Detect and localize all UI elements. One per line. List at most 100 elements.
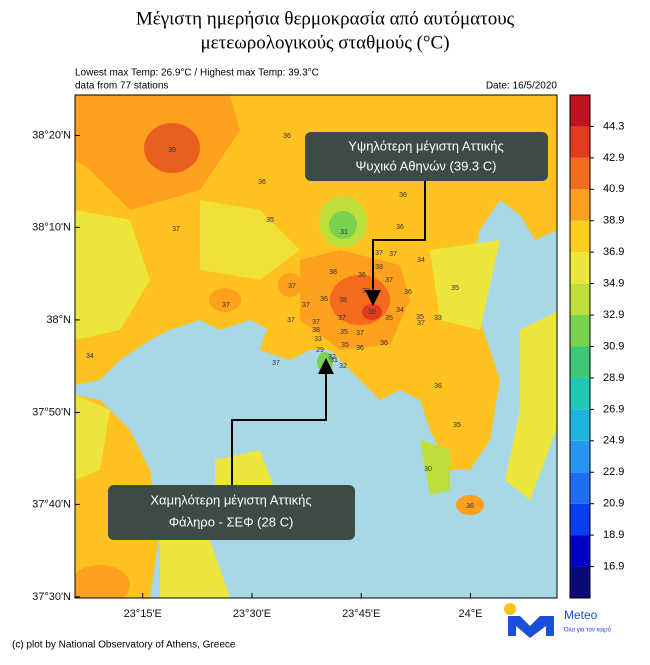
logo-text: Meteo <box>564 608 598 622</box>
station-value: 36 <box>404 289 412 296</box>
lat-label: 38°10'N <box>32 221 71 233</box>
title: μετεωρολογικούς σταθμούς (°C) <box>200 32 449 53</box>
station-value: 32 <box>339 363 347 370</box>
lon-label: 23°15'E <box>124 608 162 620</box>
station-value: 38 <box>339 297 347 304</box>
colorbar-label: 26.9 <box>603 403 624 415</box>
lat-label: 37°40'N <box>32 498 71 510</box>
station-value: 35 <box>453 422 461 429</box>
logo-dot <box>504 603 516 615</box>
colorbar-band <box>570 95 590 127</box>
station-value: 36 <box>283 133 291 140</box>
lon-label: 24°E <box>458 608 482 620</box>
colorbar-band <box>570 315 590 347</box>
lon-label: 23°45'E <box>342 608 380 620</box>
colorbar-label: 18.9 <box>603 529 624 541</box>
colorbar-label: 32.9 <box>603 309 624 321</box>
arrow <box>365 181 426 306</box>
colorbar-band <box>570 346 590 378</box>
colorbar-label: 36.9 <box>603 246 624 258</box>
colorbar-band <box>570 535 590 567</box>
station-value: 37 <box>417 320 425 327</box>
station-value: 37 <box>356 330 364 337</box>
colorbar-label: 42.9 <box>603 152 624 164</box>
colorbar-label: 40.9 <box>603 183 624 195</box>
station-value: 34 <box>417 257 425 264</box>
lon-label: 23°30'E <box>233 608 271 620</box>
colorbar-label: 22.9 <box>603 466 624 478</box>
colorbar-band <box>570 503 590 536</box>
map-frame <box>74 94 558 599</box>
station-value: 31 <box>340 229 348 236</box>
colorbar-band <box>570 472 590 504</box>
station-value: 37 <box>302 302 310 309</box>
colorbar-band <box>570 566 590 598</box>
station-value: 36 <box>380 340 388 347</box>
colorbar-label: 20.9 <box>603 498 624 510</box>
station-value: 37 <box>288 283 296 290</box>
station-value: 35 <box>341 342 349 349</box>
colorbar-label: 44.3 <box>603 120 624 132</box>
station-value: 33 <box>434 315 442 322</box>
station-value: 38 <box>375 264 383 271</box>
colorbar-band <box>570 157 590 190</box>
station-value: 37 <box>338 315 346 322</box>
station-value: 37 <box>389 251 397 258</box>
annotation-box <box>108 485 355 540</box>
station-value: 35 <box>266 217 274 224</box>
station-value: 37 <box>287 317 295 324</box>
station-value: 39 <box>168 147 176 154</box>
colorbar-band <box>570 189 590 221</box>
stations-note: data from 77 stations <box>75 81 168 92</box>
colorbar-label: 28.9 <box>603 372 624 384</box>
colorbar-label: 38.9 <box>603 215 624 227</box>
colorbar-band <box>570 409 590 441</box>
colorbar-label: 16.9 <box>603 560 624 572</box>
lat-label: 37°50'N <box>32 406 71 418</box>
station-value: 35 <box>340 329 348 336</box>
colorbar-band <box>570 220 590 253</box>
station-value: 36 <box>396 224 404 231</box>
station-value: 34 <box>396 307 404 314</box>
station-value: 35 <box>451 285 459 292</box>
annotation-box <box>305 132 548 181</box>
credit: (c) plot by National Observatory of Athe… <box>12 640 236 651</box>
station-value: 36 <box>258 179 266 186</box>
colorbar-band <box>570 377 590 410</box>
station-value: 31 <box>330 357 338 364</box>
station-value: 37 <box>222 302 230 309</box>
station-value: 30 <box>424 466 432 473</box>
arrow <box>231 358 334 485</box>
station-value: 33 <box>314 336 322 343</box>
annotation: Χαμηλότερη μέγιστη Αττικής <box>150 492 311 507</box>
title: Μέγιστη ημερήσια θερμοκρασία από αυτόματ… <box>136 8 515 29</box>
date: Date: 16/5/2020 <box>486 81 558 92</box>
colorbar-band <box>570 283 590 316</box>
stats: Lowest max Temp: 26.9°C / Highest max Te… <box>75 68 319 79</box>
station-value: 38 <box>329 269 337 276</box>
station-value: 37 <box>385 277 393 284</box>
station-value: 36 <box>466 503 474 510</box>
colorbar-label: 30.9 <box>603 340 624 352</box>
station-value: 39 <box>368 309 376 316</box>
station-value: 36 <box>320 296 328 303</box>
station-value: 35 <box>416 314 424 321</box>
station-value: 34 <box>86 353 94 360</box>
station-value: 37 <box>312 319 320 326</box>
colorbar-band <box>570 252 590 284</box>
station-value: 29 <box>316 347 324 354</box>
colorbar-label: 34.9 <box>603 278 624 290</box>
annotation: Υψηλότερη μέγιστη Αττικής <box>348 138 503 153</box>
lat-label: 38°20'N <box>32 129 71 141</box>
colorbar-band <box>570 126 590 158</box>
annotation: Φάληρο - ΣΕΦ (28 C) <box>169 514 294 529</box>
station-value: 37 <box>375 250 383 257</box>
station-value: 36 <box>356 345 364 352</box>
station-value: 35 <box>385 315 393 322</box>
lat-label: 37°30'N <box>32 591 71 603</box>
lat-label: 38°N <box>46 314 71 326</box>
station-value: 32 <box>328 354 336 361</box>
station-value: 36 <box>358 272 366 279</box>
station-value: 38 <box>312 327 320 334</box>
